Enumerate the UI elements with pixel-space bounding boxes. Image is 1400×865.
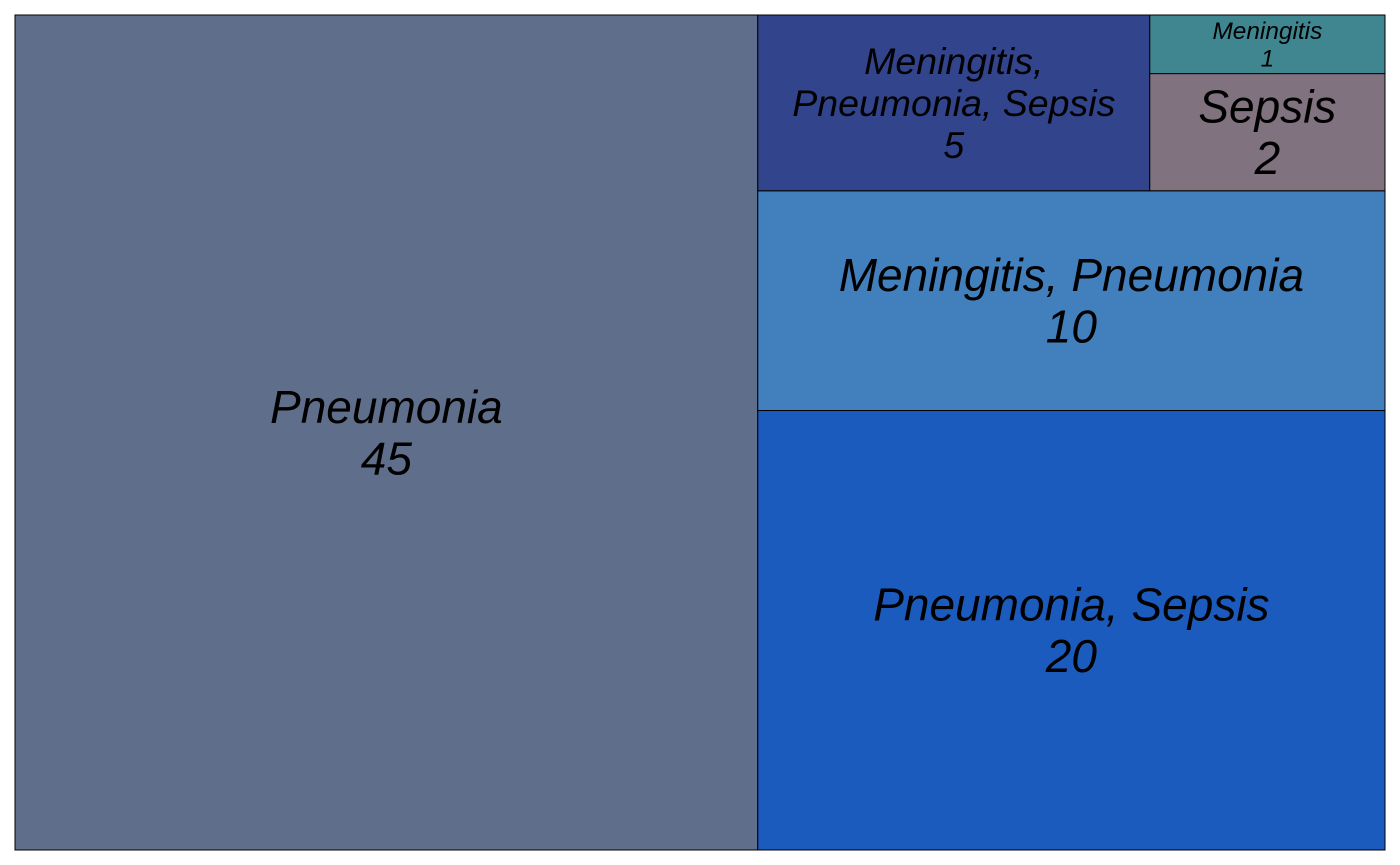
treemap-label-line: Pneumonia, Sepsis	[873, 579, 1269, 631]
treemap-label-pneumonia: Pneumonia 45	[270, 381, 503, 485]
treemap-value-meningitis-pneumonia-sepsis: 5	[943, 124, 964, 166]
treemap-label-line: Sepsis	[1198, 81, 1336, 133]
treemap-cell-pneumonia	[14, 14, 759, 851]
treemap-label-sepsis: Sepsis 2	[1198, 81, 1336, 185]
treemap-value-pneumonia: 45	[361, 432, 413, 484]
treemap-cell-meningitis-pneumonia-sepsis	[757, 14, 1151, 192]
treemap-label-line: Meningitis, Pneumonia	[839, 249, 1304, 301]
treemap-label-line: Meningitis,	[864, 40, 1043, 82]
treemap-value-pneumonia-sepsis: 20	[1045, 630, 1098, 682]
treemap-label-line: Meningitis	[1212, 18, 1322, 45]
treemap-cell-pneumonia-sepsis	[757, 410, 1386, 851]
treemap-label-line: Pneumonia	[270, 381, 503, 433]
treemap-label-meningitis: Meningitis 1	[1212, 18, 1322, 72]
treemap-cell-meningitis	[1149, 14, 1386, 75]
treemap-label-meningitis-pneumonia: Meningitis, Pneumonia 10	[839, 249, 1304, 353]
treemap-value-meningitis: 1	[1261, 46, 1275, 73]
treemap-label-meningitis-pneumonia-sepsis: Meningitis, Pneumonia, Sepsis 5	[792, 40, 1115, 166]
treemap-value-sepsis: 2	[1254, 132, 1281, 184]
treemap-value-meningitis-pneumonia: 10	[1046, 301, 1098, 353]
treemap-label-line: Pneumonia, Sepsis	[792, 82, 1115, 124]
treemap-label-pneumonia-sepsis: Pneumonia, Sepsis 20	[873, 579, 1269, 683]
